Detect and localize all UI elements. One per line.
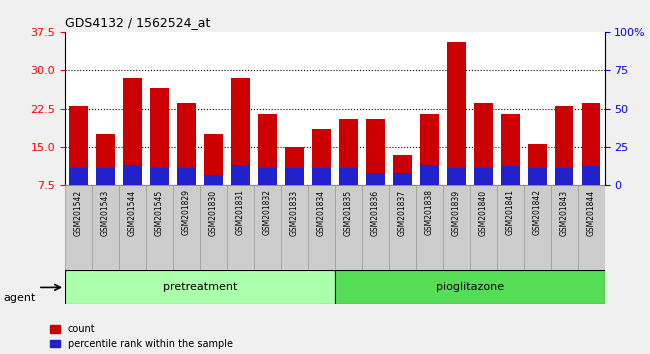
Text: GSM201844: GSM201844 [586,189,595,235]
Bar [335,185,361,270]
Bar [420,165,439,185]
Text: GSM201542: GSM201542 [74,189,83,235]
Bar [281,185,308,270]
Text: GSM201832: GSM201832 [263,189,272,235]
Bar [577,185,605,270]
Bar [339,119,358,185]
Bar [96,134,115,185]
Text: GSM201835: GSM201835 [344,189,353,235]
Bar [497,185,524,270]
Bar [366,173,385,185]
Bar [339,168,358,185]
Bar [582,166,601,185]
Text: GSM201836: GSM201836 [370,189,380,235]
Text: GSM201544: GSM201544 [128,189,137,236]
Bar [474,103,493,185]
Text: GSM201545: GSM201545 [155,189,164,236]
Bar [173,185,200,270]
Bar [258,168,277,185]
Bar [258,114,277,185]
Bar [554,106,573,185]
Bar [393,154,411,185]
Bar [119,185,146,270]
Bar [312,168,331,185]
Bar [69,106,88,185]
Bar [285,168,304,185]
Bar [150,88,169,185]
Text: GSM201837: GSM201837 [398,189,407,235]
Bar [65,185,92,270]
Bar [582,103,601,185]
Bar [416,185,443,270]
Bar [177,168,196,185]
Bar [528,168,547,185]
Bar [474,168,493,185]
Bar [254,185,281,270]
Bar [308,185,335,270]
Text: GSM201841: GSM201841 [506,189,515,235]
Bar [65,270,335,304]
Bar [366,119,385,185]
Text: GSM201830: GSM201830 [209,189,218,235]
Bar [443,185,470,270]
Bar [200,185,227,270]
Bar [524,185,551,270]
Bar [96,168,115,185]
Bar [335,270,604,304]
Bar [204,134,223,185]
Bar [420,114,439,185]
Bar [231,78,250,185]
Bar [123,165,142,185]
Text: GSM201543: GSM201543 [101,189,110,236]
Text: GSM201831: GSM201831 [236,189,245,235]
Text: GSM201833: GSM201833 [290,189,299,235]
Bar [447,168,465,185]
Bar [123,78,142,185]
Bar [69,168,88,185]
Bar [551,185,577,270]
Bar [361,185,389,270]
Text: pioglitazone: pioglitazone [436,282,504,292]
Bar [285,147,304,185]
Bar [389,185,416,270]
Text: GSM201842: GSM201842 [532,189,541,235]
Bar [177,103,196,185]
Bar [150,168,169,185]
Bar [312,129,331,185]
Bar [447,42,465,185]
Bar [554,168,573,185]
Text: GSM201839: GSM201839 [452,189,461,235]
Bar [231,165,250,185]
Text: GSM201840: GSM201840 [478,189,488,235]
Text: GSM201834: GSM201834 [317,189,326,235]
Bar [227,185,254,270]
Text: pretreatment: pretreatment [162,282,237,292]
Text: GSM201843: GSM201843 [560,189,569,235]
Bar [528,144,547,185]
Bar [92,185,119,270]
Bar [500,166,519,185]
Bar [470,185,497,270]
Bar [204,175,223,185]
Text: agent: agent [3,293,36,303]
Bar [146,185,173,270]
Legend: count, percentile rank within the sample: count, percentile rank within the sample [50,324,233,349]
Text: GSM201829: GSM201829 [182,189,191,235]
Bar [500,114,519,185]
Bar [393,173,411,185]
Text: GDS4132 / 1562524_at: GDS4132 / 1562524_at [65,16,211,29]
Text: GSM201838: GSM201838 [424,189,434,235]
